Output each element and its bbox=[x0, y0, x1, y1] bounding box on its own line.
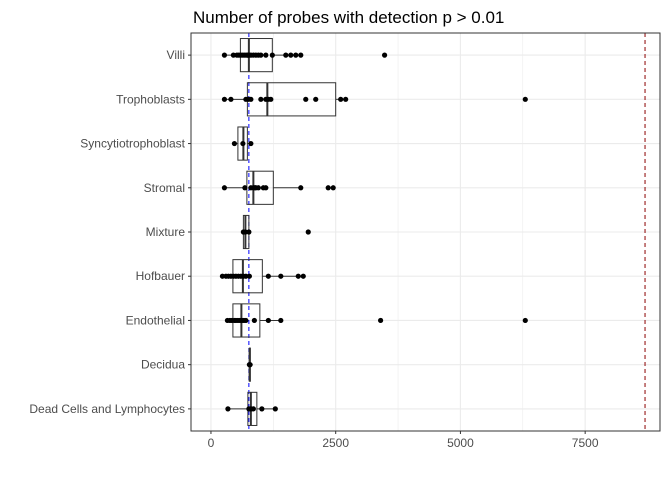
data-point bbox=[265, 273, 271, 279]
data-point bbox=[228, 96, 234, 102]
data-point bbox=[221, 96, 228, 102]
data-point bbox=[522, 317, 528, 324]
x-tick-label: 2500 bbox=[322, 436, 349, 450]
y-tick-label: Trophoblasts bbox=[116, 92, 185, 106]
data-point bbox=[381, 52, 388, 58]
y-tick-label: Villi bbox=[167, 48, 185, 62]
data-point bbox=[221, 185, 228, 191]
data-point bbox=[255, 185, 261, 191]
y-tick-label: Decidua bbox=[141, 358, 185, 372]
x-tick-label: 0 bbox=[208, 436, 215, 450]
data-point bbox=[288, 52, 294, 58]
data-point bbox=[251, 317, 257, 324]
data-point bbox=[259, 406, 265, 412]
data-point bbox=[225, 406, 231, 412]
y-tick-label: Stromal bbox=[144, 181, 185, 195]
data-point bbox=[298, 185, 304, 191]
data-point bbox=[313, 96, 319, 102]
data-point bbox=[330, 185, 336, 191]
data-point bbox=[246, 229, 252, 235]
data-point bbox=[240, 140, 246, 147]
data-point bbox=[263, 52, 269, 58]
data-point bbox=[250, 406, 256, 412]
data-point bbox=[343, 96, 349, 102]
chart-title: Number of probes with detection p > 0.01 bbox=[193, 8, 504, 27]
data-point bbox=[269, 52, 275, 58]
y-axis: Villi Trophoblasts Syncytiotrophoblast Stro… bbox=[29, 48, 191, 416]
data-point bbox=[265, 317, 271, 324]
x-tick-label: 5000 bbox=[447, 436, 474, 450]
y-tick-label: Dead Cells and Lymphocytes bbox=[29, 402, 185, 416]
data-point bbox=[278, 273, 284, 279]
data-point bbox=[377, 317, 384, 324]
data-point bbox=[522, 96, 528, 102]
data-point bbox=[305, 229, 311, 235]
data-point bbox=[298, 52, 304, 58]
data-point bbox=[293, 52, 299, 58]
data-point bbox=[295, 273, 301, 279]
data-point bbox=[300, 273, 306, 279]
grid bbox=[191, 33, 660, 431]
y-tick-label: Syncytiotrophoblast bbox=[80, 137, 185, 151]
data-point bbox=[268, 96, 274, 102]
y-tick-label: Endothelial bbox=[126, 313, 185, 327]
data-point bbox=[231, 140, 238, 147]
data-point bbox=[283, 52, 289, 58]
data-point bbox=[263, 185, 269, 191]
data-point bbox=[272, 406, 278, 412]
y-tick-label: Hofbauer bbox=[136, 269, 185, 283]
data-point bbox=[243, 317, 249, 324]
data-point bbox=[325, 185, 331, 191]
x-axis: 0 2500 5000 7500 bbox=[208, 431, 599, 450]
data-point bbox=[242, 185, 248, 191]
data-point bbox=[258, 52, 264, 58]
data-point bbox=[221, 52, 228, 58]
x-tick-label: 7500 bbox=[572, 436, 599, 450]
data-point bbox=[246, 273, 252, 279]
data-point bbox=[278, 317, 284, 324]
data-point bbox=[258, 96, 264, 102]
y-tick-label: Mixture bbox=[146, 225, 186, 239]
data-points bbox=[219, 52, 528, 412]
data-point bbox=[248, 140, 254, 147]
data-point bbox=[303, 96, 309, 102]
data-point bbox=[248, 96, 254, 102]
data-point bbox=[338, 96, 344, 102]
data-point bbox=[247, 362, 253, 368]
